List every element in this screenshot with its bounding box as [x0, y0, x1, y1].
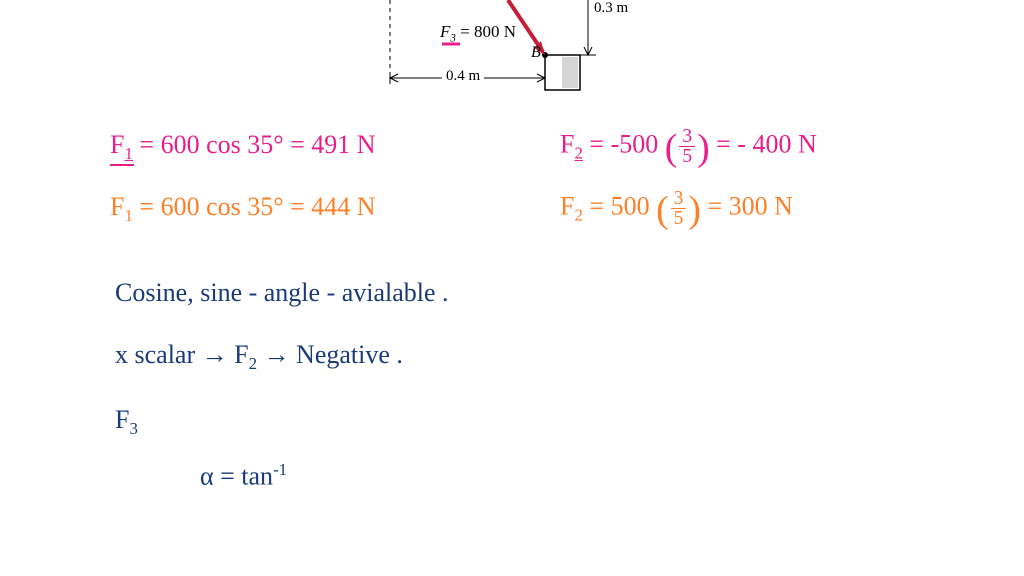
physics-diagram: F3 = 800 N 0.3 m 0.4 m B: [380, 0, 640, 95]
f3-label: F3 = 800 N: [440, 22, 516, 44]
eq-orange-right: F2 = 500 (35) = 300 N: [560, 188, 793, 232]
dim-horizontal: 0.4 m: [442, 68, 484, 85]
note-scalar: x scalar → F2 → Negative .: [115, 340, 403, 374]
eq-pink-left: F1 = 600 cos 35° = 491 N: [110, 130, 376, 164]
note-f3: F3: [115, 405, 138, 439]
eq-pink-right: F2 = -500 (35) = - 400 N: [560, 126, 817, 170]
dim-vertical: 0.3 m: [594, 0, 628, 17]
note-alpha: α = tan-1: [200, 460, 287, 492]
eq-orange-left: F1 = 600 cos 35° = 444 N: [110, 192, 376, 226]
pink-underline-f1: [110, 164, 134, 166]
note-cosine-sine: Cosine, sine - angle - avialable .: [115, 278, 449, 308]
point-b-label: B: [531, 44, 541, 62]
